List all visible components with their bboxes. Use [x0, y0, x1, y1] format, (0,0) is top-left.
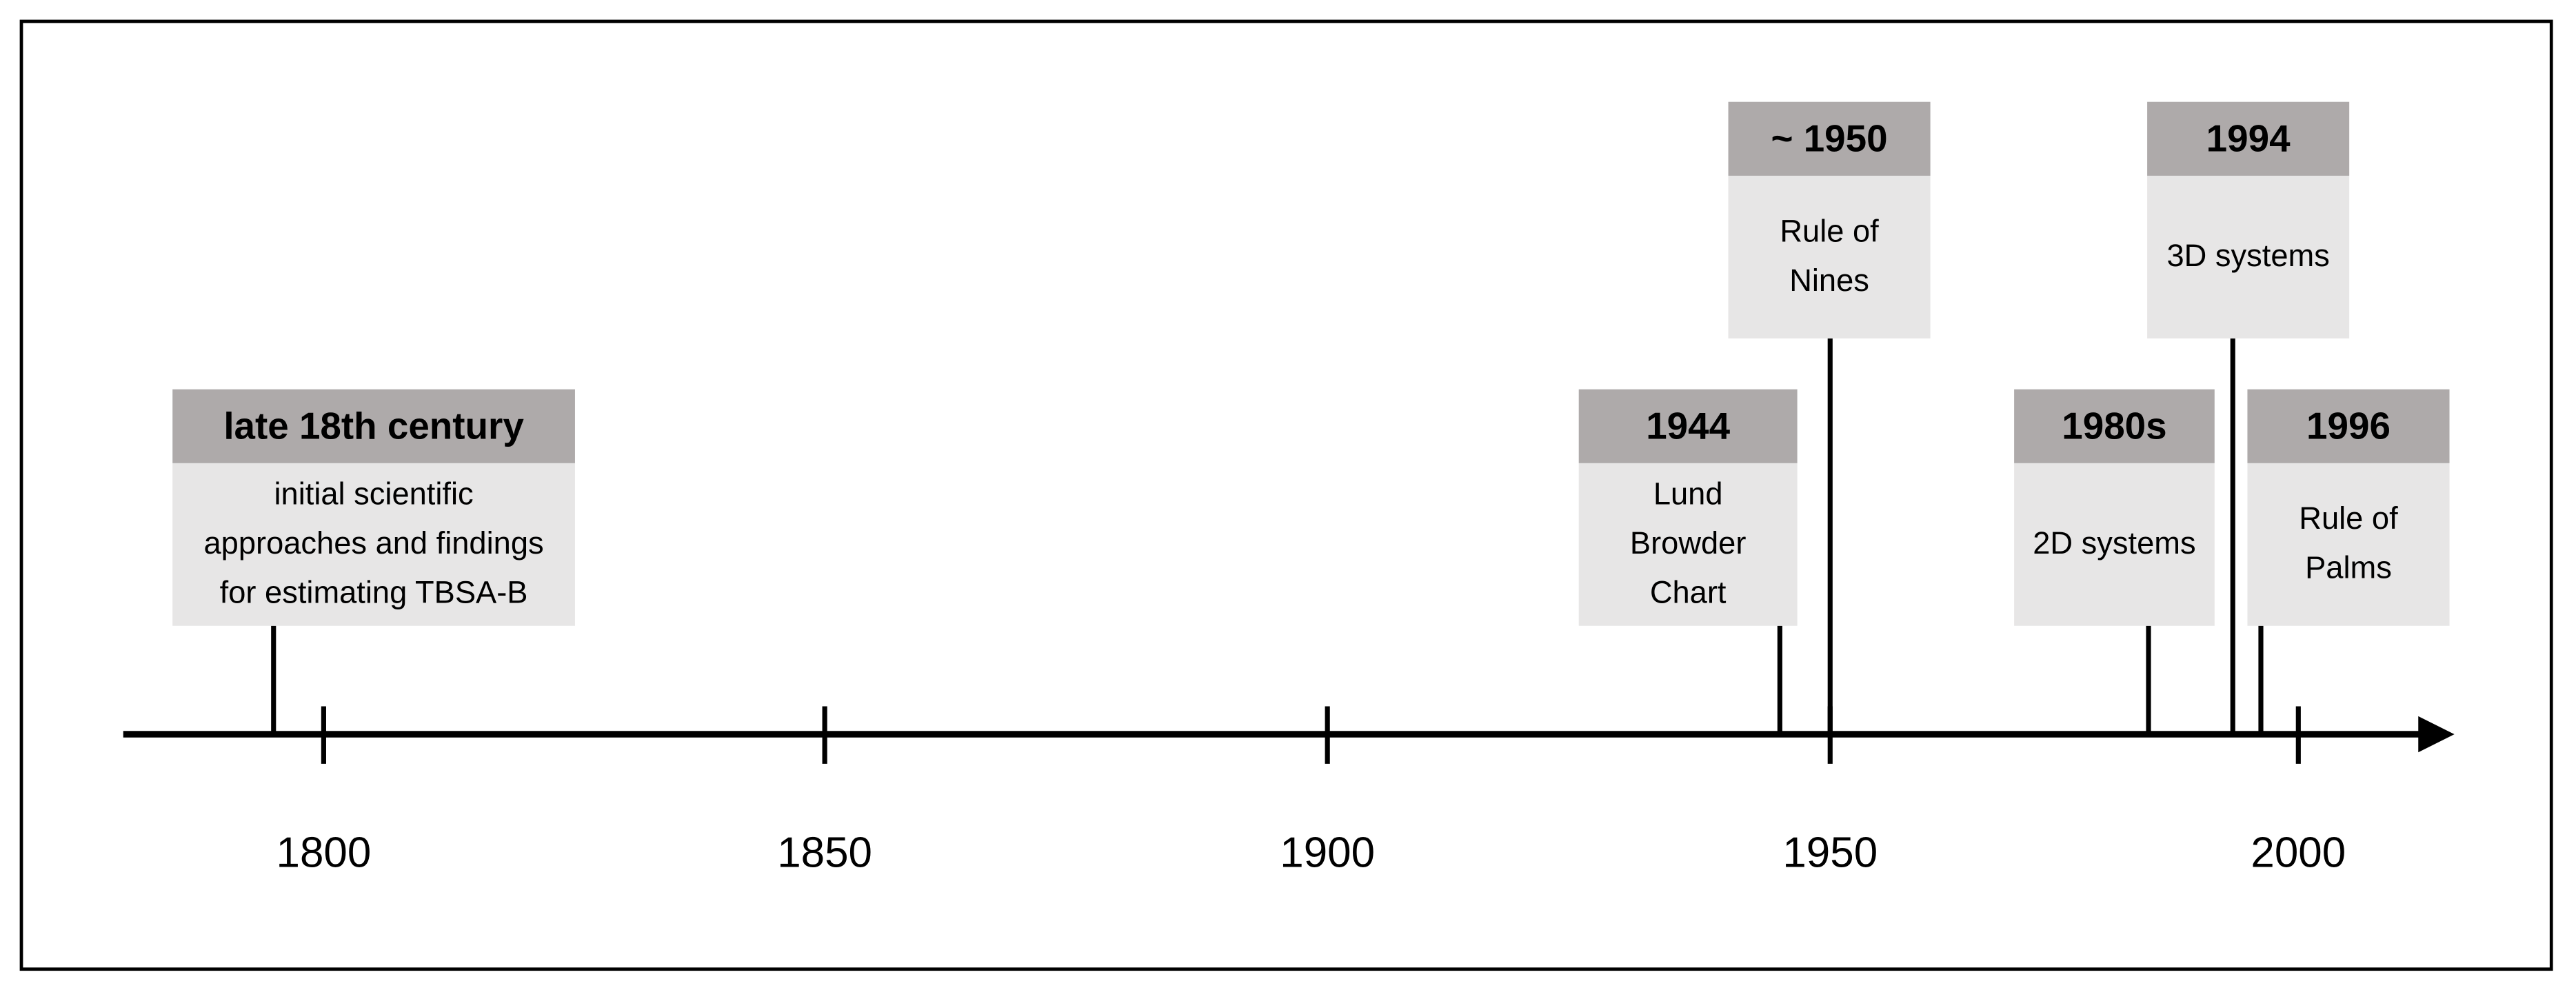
event-date: 1944 — [1646, 404, 1730, 447]
event-header-box — [172, 389, 575, 463]
event-description: Nines — [1789, 263, 1869, 298]
tick-label: 1800 — [276, 829, 372, 877]
axis-arrow — [2418, 716, 2455, 753]
event-description: Lund — [1653, 476, 1723, 512]
tick-label: 1950 — [1782, 829, 1878, 877]
event-header-box — [1578, 389, 1798, 463]
event-description: for estimating TBSA-B — [220, 574, 528, 609]
tick-label: 1900 — [1280, 829, 1375, 877]
event-date: late 18th century — [223, 404, 524, 447]
event-header-box — [1728, 101, 1931, 176]
event-body-box — [2247, 463, 2450, 626]
event-date: ~ 1950 — [1771, 117, 1888, 159]
event-body-box — [2147, 175, 2350, 339]
event-body-box — [1578, 463, 1798, 626]
event-description: Browder — [1630, 525, 1746, 560]
event-header-box — [2014, 389, 2215, 463]
event-date: 1994 — [2206, 117, 2291, 159]
event-date: 1996 — [2306, 404, 2391, 447]
tick-label: 1850 — [777, 829, 872, 877]
event-description: Chart — [1650, 574, 1727, 609]
event-description: Rule of — [1780, 213, 1879, 248]
event-header-box — [2147, 101, 2350, 176]
event-description: Palms — [2305, 550, 2392, 585]
event-body-box — [172, 463, 575, 626]
event-date: 1980s — [2062, 404, 2166, 447]
event-description: 3D systems — [2166, 238, 2329, 273]
event-description: 2D systems — [2033, 525, 2195, 560]
event-description: Rule of — [2299, 501, 2398, 536]
event-description: initial scientific — [274, 476, 473, 512]
event-description: approaches and findings — [204, 525, 544, 560]
event-body-box — [1728, 175, 1931, 339]
event-header-box — [2247, 389, 2450, 463]
tick-label: 2000 — [2251, 829, 2346, 877]
event-body-box — [2014, 463, 2215, 626]
